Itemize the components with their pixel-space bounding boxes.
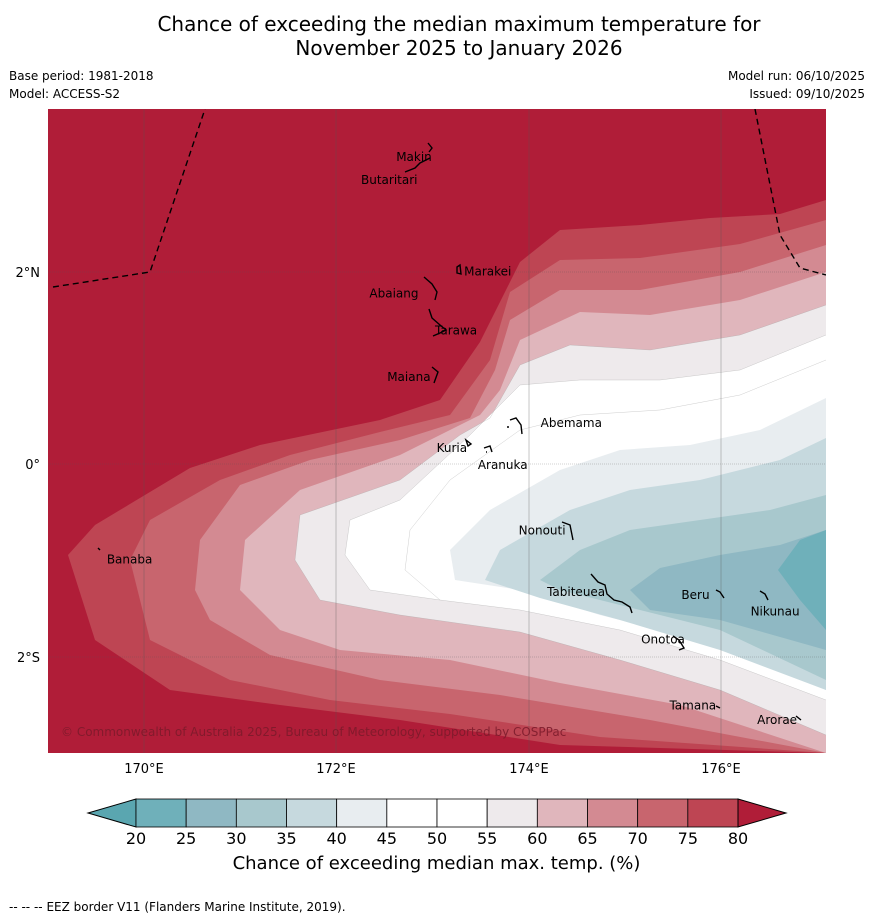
place-label-abemama: Abemama (541, 416, 602, 430)
place-label-onotoa: Onotoa (641, 632, 685, 646)
island-tabiteuea-shape (590, 573, 633, 614)
colorbar-tick-45: 45 (377, 829, 397, 848)
contour-lines (294, 304, 826, 736)
colorbar-tick-80: 80 (728, 829, 748, 848)
colorbar-bin-55-60 (486, 798, 538, 828)
copyright-notice: © Commonwealth of Australia 2025, Bureau… (61, 725, 566, 739)
x-tick-172e: 172°E (316, 762, 356, 777)
eez-legend-text: EEZ border V11 (Flanders Marine Institut… (46, 900, 346, 914)
colorbar-over-arrow (737, 798, 788, 828)
x-tick-176e: 176°E (701, 762, 741, 777)
x-tick-170e: 170°E (124, 762, 164, 777)
place-labels: Makin Butaritari Marakei Abaiang Tarawa Maian… (107, 150, 800, 727)
colorbar-bins (135, 798, 739, 828)
place-label-aranuka: Aranuka (478, 458, 528, 472)
place-label-nonouti: Nonouti (519, 523, 566, 537)
eez-border-east (754, 109, 826, 276)
place-label-tarawa: Tarawa (434, 323, 477, 337)
island-outlines (97, 142, 802, 721)
colorbar-tick-70: 70 (627, 829, 647, 848)
title-line-1: Chance of exceeding the median maximum t… (157, 12, 761, 36)
colorbar-tick-25: 25 (176, 829, 196, 848)
place-label-butaritari: Butaritari (361, 173, 418, 187)
y-tick-0: 0° (25, 458, 40, 473)
colorbar-tick-30: 30 (226, 829, 246, 848)
model-name: Model: ACCESS-S2 (9, 87, 121, 101)
place-label-banaba: Banaba (107, 552, 153, 566)
colorbar-tick-50: 50 (427, 829, 447, 848)
map-plot-area: Makin Butaritari Marakei Abaiang Tarawa Maian… (48, 109, 826, 753)
colorbar: 20 25 30 35 40 45 50 55 60 65 70 75 80 (86, 798, 788, 848)
place-label-tamana: Tamana (668, 699, 716, 713)
map-legend: -- -- -- EEZ border V11 (Flanders Marine… (9, 900, 346, 914)
island-abemama-shape (507, 417, 523, 435)
colorbar-tick-55: 55 (477, 829, 497, 848)
eez-borders (52, 109, 826, 288)
band-20-25 (778, 530, 826, 630)
colorbar-under-arrow (86, 798, 137, 828)
graticule (48, 109, 826, 753)
place-label-arorae: Arorae (757, 713, 797, 727)
island-tamana-shape (715, 705, 721, 709)
place-label-marakei: Marakei (464, 264, 511, 278)
colorbar-bin-50-55 (436, 798, 488, 828)
island-marakei-shape (456, 263, 462, 275)
colorbar-bin-75-80 (687, 798, 739, 828)
island-nikunau-shape (759, 590, 769, 601)
colorbar-bin-45-50 (386, 798, 438, 828)
place-label-abaiang: Abaiang (369, 287, 418, 301)
colorbar-tick-35: 35 (276, 829, 296, 848)
colorbar-tick-75: 75 (678, 829, 698, 848)
colorbar-bin-60-65 (536, 798, 588, 828)
eez-legend-symbol: -- -- -- (9, 900, 43, 914)
colorbar-tick-65: 65 (577, 829, 597, 848)
island-beru-shape (715, 589, 725, 599)
base-period: Base period: 1981-2018 (9, 69, 154, 83)
colorbar-tick-60: 60 (527, 829, 547, 848)
colorbar-bin-30-35 (235, 798, 287, 828)
colorbar-bin-25-30 (185, 798, 237, 828)
island-tarawa-shape (428, 308, 448, 337)
place-label-kuria: Kuria (437, 441, 468, 455)
place-label-nikunau: Nikunau (751, 605, 800, 619)
colorbar-title: Chance of exceeding median max. temp. (%… (232, 853, 641, 874)
colorbar-tick-labels: 20 25 30 35 40 45 50 55 60 65 70 75 80 (126, 829, 748, 848)
axis-ticks: 170°E 172°E 174°E 176°E 2°N 0° 2°S (16, 266, 741, 777)
place-label-maiana: Maiana (387, 370, 430, 384)
meta-left: Base period: 1981-2018 Model: ACCESS-S2 (9, 67, 154, 103)
island-onotoa-shape (672, 635, 686, 651)
island-nonouti-shape (561, 521, 574, 541)
eez-border-west (52, 109, 206, 288)
colorbar-bin-70-75 (637, 798, 689, 828)
map-title: Chance of exceeding the median maximum t… (0, 12, 873, 60)
meta-right: Model run: 06/10/2025 Issued: 09/10/2025 (728, 67, 865, 103)
island-banaba-shape (97, 547, 101, 551)
island-makin-shape (427, 142, 433, 153)
colorbar-bin-65-70 (587, 798, 639, 828)
colorbar-bin-35-40 (286, 798, 338, 828)
x-tick-174e: 174°E (509, 762, 549, 777)
island-abaiang-shape (423, 276, 438, 301)
y-tick-2s: 2°S (17, 651, 40, 666)
island-maiana-shape (431, 366, 439, 384)
colorbar-tick-40: 40 (326, 829, 346, 848)
island-arorae-shape (795, 715, 802, 721)
place-label-makin: Makin (396, 150, 432, 164)
model-run: Model run: 06/10/2025 (727, 69, 865, 83)
place-label-tabiteuea: Tabiteuea (546, 585, 605, 599)
title-line-2: November 2025 to January 2026 (295, 36, 623, 60)
colorbar-bin-40-45 (336, 798, 388, 828)
band-25-30 (630, 530, 826, 650)
colorbar-tick-20: 20 (126, 829, 146, 848)
place-label-beru: Beru (681, 588, 709, 602)
colorbar-bin-20-25 (135, 798, 187, 828)
island-butaritari-shape (404, 157, 431, 173)
y-tick-2n: 2°N (16, 266, 41, 281)
issued-date: Issued: 09/10/2025 (749, 87, 865, 101)
island-aranuka-shape (483, 445, 493, 453)
island-kuria-shape (464, 437, 473, 448)
